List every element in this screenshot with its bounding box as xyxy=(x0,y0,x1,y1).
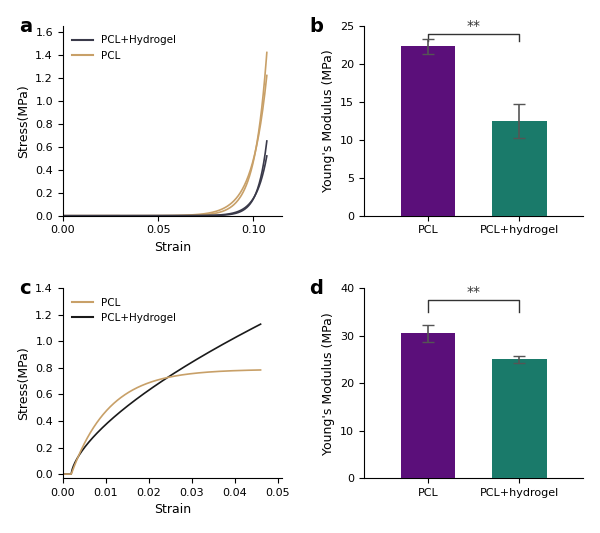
Y-axis label: Young's Modulus (MPa): Young's Modulus (MPa) xyxy=(322,312,335,455)
Legend: PCL+Hydrogel, PCL: PCL+Hydrogel, PCL xyxy=(68,31,181,64)
Bar xyxy=(401,46,455,216)
X-axis label: Strain: Strain xyxy=(154,503,191,516)
Text: b: b xyxy=(309,17,323,36)
Y-axis label: Young's Modulus (MPa): Young's Modulus (MPa) xyxy=(322,50,335,192)
Bar xyxy=(492,121,547,216)
Y-axis label: Stress(MPa): Stress(MPa) xyxy=(17,346,29,420)
Legend: PCL, PCL+Hydrogel: PCL, PCL+Hydrogel xyxy=(68,294,181,327)
Text: c: c xyxy=(19,279,31,298)
Text: a: a xyxy=(19,17,32,36)
Text: **: ** xyxy=(467,285,481,299)
Text: **: ** xyxy=(467,19,481,33)
X-axis label: Strain: Strain xyxy=(154,241,191,254)
Bar xyxy=(401,333,455,478)
Bar xyxy=(492,359,547,478)
Y-axis label: Stress(MPa): Stress(MPa) xyxy=(17,84,29,158)
Text: d: d xyxy=(309,279,323,298)
